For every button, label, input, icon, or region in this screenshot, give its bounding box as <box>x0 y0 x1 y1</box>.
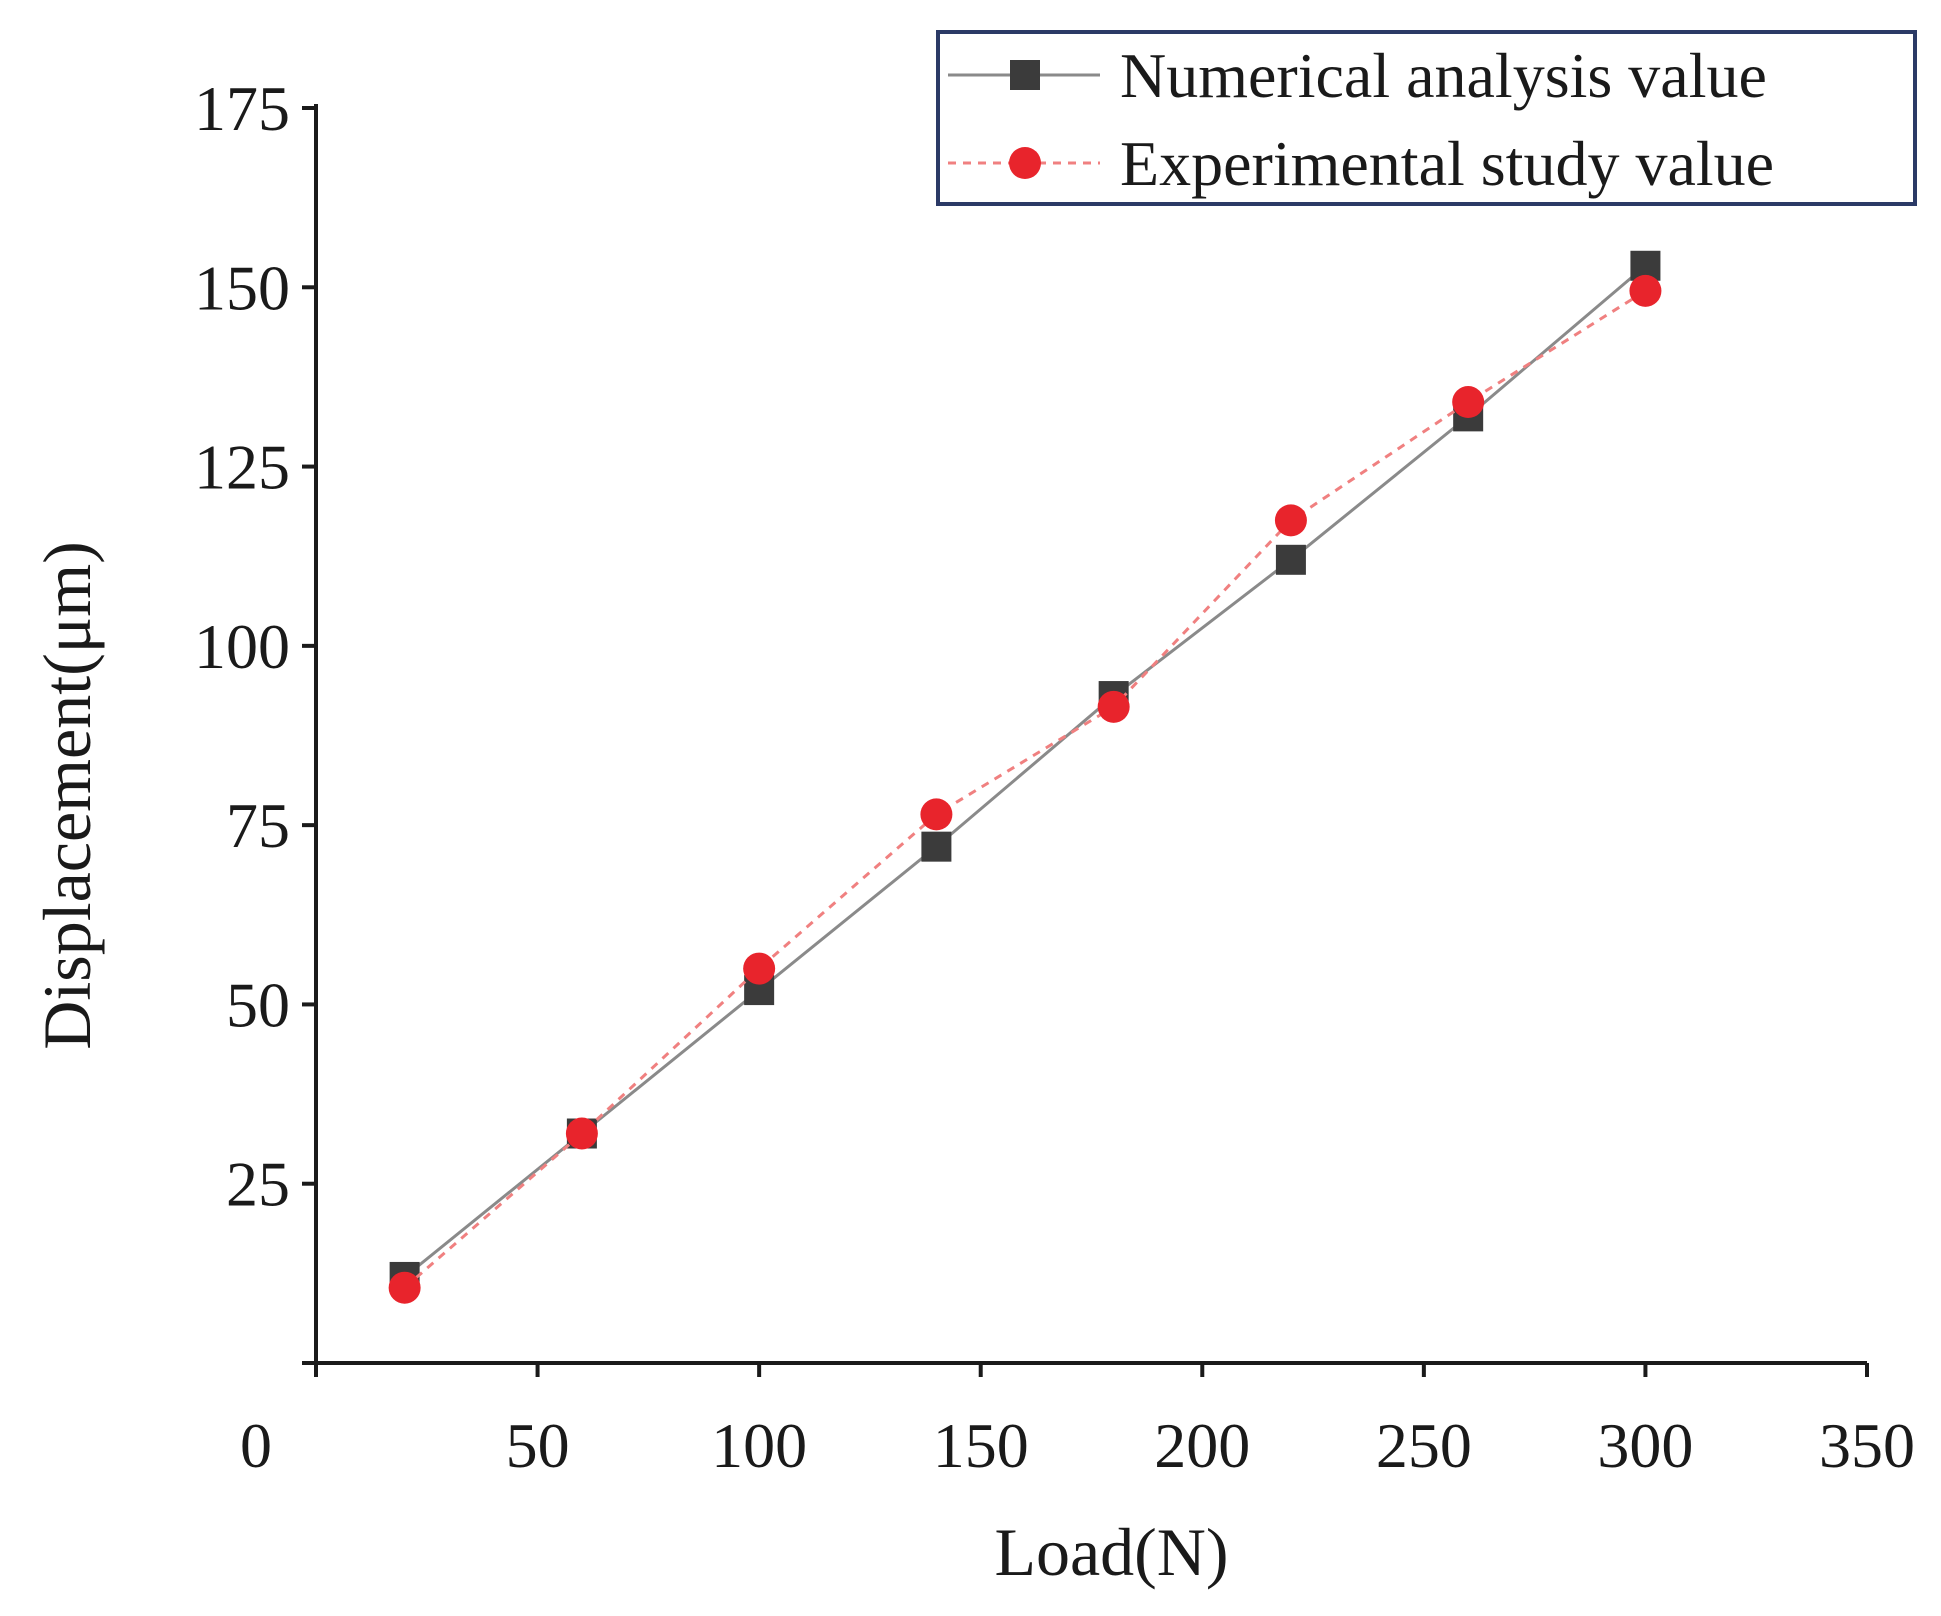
marker-experimental <box>565 1117 598 1150</box>
x-tick-label: 50 <box>506 1410 570 1481</box>
marker-experimental <box>743 952 776 985</box>
series-layer <box>388 250 1662 1304</box>
legend-box <box>936 30 1917 206</box>
marker-experimental <box>1097 690 1130 723</box>
legend-marker-circle <box>1009 147 1041 179</box>
marker-numerical <box>921 831 952 862</box>
marker-experimental <box>1629 274 1662 307</box>
y-tick-label: 125 <box>194 432 290 503</box>
x-tick-label: 200 <box>1154 1410 1250 1481</box>
series-line-numerical <box>403 264 1647 1279</box>
x-axis-title: Load(N) <box>994 1514 1228 1590</box>
y-tick-label: 25 <box>226 1149 290 1220</box>
x-tick-label: 350 <box>1819 1410 1915 1481</box>
y-axis-title: Displacement(μm) <box>29 541 105 1050</box>
y-tick-label: 100 <box>194 611 290 682</box>
marker-numerical <box>1275 544 1306 575</box>
legend-label: Numerical analysis value <box>1120 40 1767 111</box>
axes: 25 50 75 100 125 150 175 0 50 100 150 200 250 300 350 L… <box>29 73 1915 1590</box>
marker-experimental <box>1274 504 1307 537</box>
y-tick-label: 50 <box>226 969 290 1040</box>
x-tick-label: 0 <box>240 1410 272 1481</box>
marker-experimental <box>1452 386 1485 419</box>
marker-experimental <box>388 1271 421 1304</box>
legend-marker-square <box>1010 60 1040 90</box>
x-tick-label: 300 <box>1597 1410 1693 1481</box>
legend: Numerical analysis value Experimental stu… <box>936 30 1917 206</box>
x-tick-label: 250 <box>1376 1410 1472 1481</box>
marker-experimental <box>920 798 953 831</box>
y-tick-label: 150 <box>194 252 290 323</box>
y-tick-label: 175 <box>194 73 290 144</box>
y-tick-label: 75 <box>226 790 290 861</box>
x-tick-label: 100 <box>711 1410 807 1481</box>
x-tick-label: 150 <box>933 1410 1029 1481</box>
legend-label: Experimental study value <box>1120 128 1774 199</box>
series-line-experimental <box>403 289 1647 1289</box>
